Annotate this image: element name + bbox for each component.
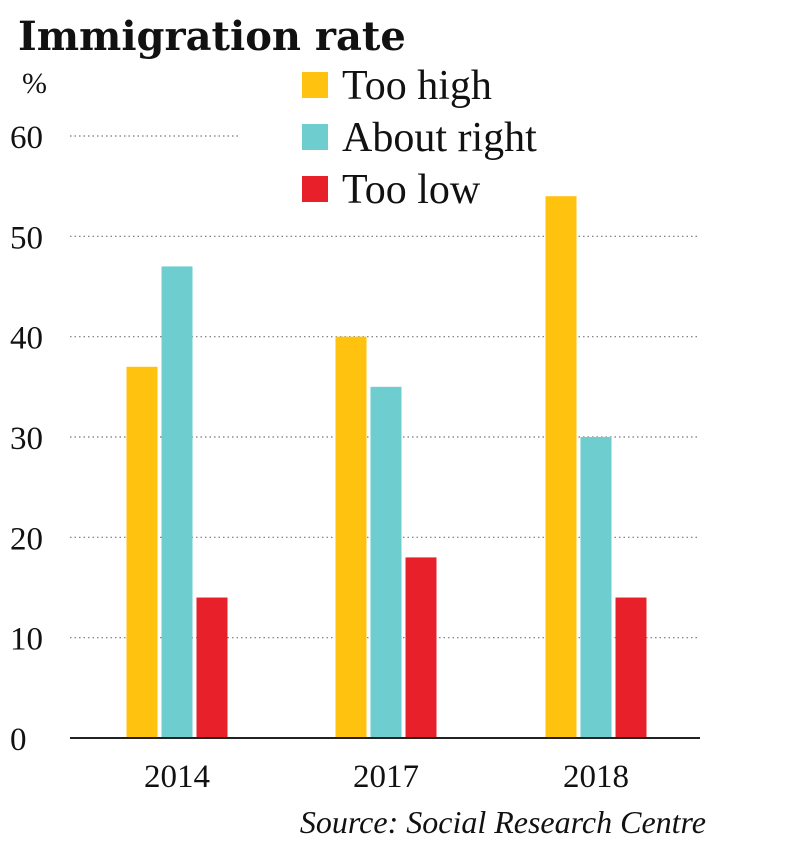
y-tick-label: 0 bbox=[10, 722, 27, 758]
source-note: Source: Social Research Centre bbox=[300, 804, 706, 840]
x-tick-labels: 2014 2017 2018 bbox=[144, 759, 629, 795]
legend-label-too-low: Too low bbox=[342, 167, 481, 213]
bar-too-low-2018 bbox=[615, 597, 647, 738]
legend-swatch-about-right bbox=[302, 124, 328, 150]
legend-swatch-too-high bbox=[302, 72, 328, 98]
legend-swatch-too-low bbox=[302, 176, 328, 202]
y-tick-label: 20 bbox=[10, 521, 43, 557]
x-tick-label: 2017 bbox=[353, 759, 419, 795]
legend: Too high About right Too low bbox=[302, 63, 537, 213]
bar-about-right-2014 bbox=[161, 266, 193, 738]
legend-label-too-high: Too high bbox=[342, 63, 492, 109]
y-axis-unit: % bbox=[22, 67, 47, 100]
bar-about-right-2017 bbox=[370, 386, 402, 738]
y-tick-label: 60 bbox=[10, 120, 43, 156]
bars bbox=[126, 196, 647, 738]
y-tick-label: 10 bbox=[10, 622, 43, 658]
y-tick-label: 50 bbox=[10, 220, 43, 256]
bar-too-high-2017 bbox=[335, 336, 367, 738]
bar-about-right-2018 bbox=[580, 437, 612, 738]
chart-title: Immigration rate bbox=[18, 13, 406, 60]
bar-too-high-2014 bbox=[126, 366, 158, 738]
x-tick-label: 2014 bbox=[144, 759, 210, 795]
bar-too-high-2018 bbox=[545, 196, 577, 738]
legend-label-about-right: About right bbox=[342, 115, 537, 161]
y-tick-labels: 0 10 20 30 40 50 60 bbox=[10, 120, 43, 758]
y-tick-label: 40 bbox=[10, 321, 43, 357]
y-tick-label: 30 bbox=[10, 421, 43, 457]
bar-too-low-2017 bbox=[405, 557, 437, 738]
x-tick-label: 2018 bbox=[563, 759, 629, 795]
bar-too-low-2014 bbox=[196, 597, 228, 738]
